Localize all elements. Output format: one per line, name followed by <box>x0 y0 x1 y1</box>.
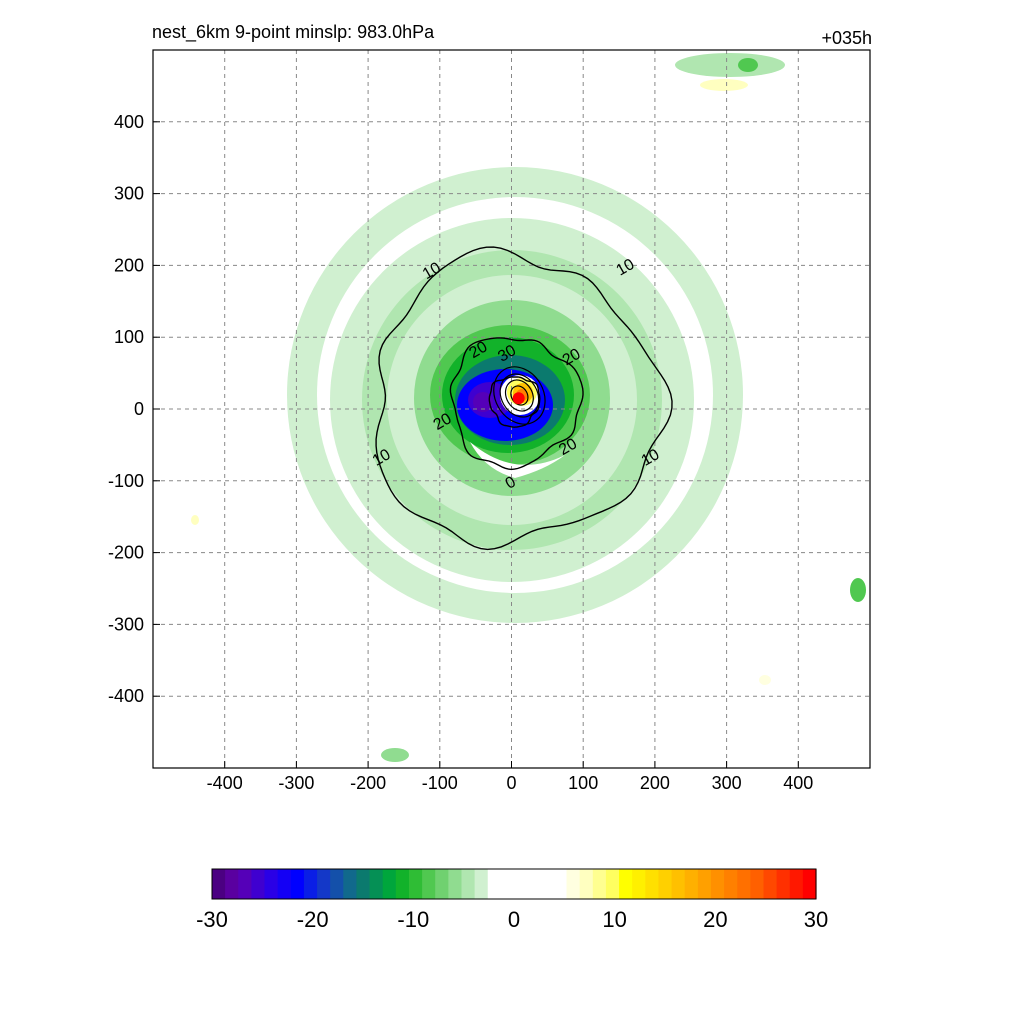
colorbar-swatch <box>566 869 581 899</box>
colorbar-swatch <box>514 869 528 899</box>
colorbar-swatch <box>579 869 594 899</box>
storm-center-marker <box>512 392 525 405</box>
contour-label: 10 <box>614 256 638 280</box>
contour-label: 20 <box>431 410 455 434</box>
colorbar-swatch <box>395 869 410 899</box>
colorbar-swatch <box>619 869 633 899</box>
colorbar-swatch <box>645 869 660 899</box>
colorbar-swatch <box>763 869 778 899</box>
colorbar-tick-label: 30 <box>804 907 828 932</box>
shaded-field <box>191 53 866 762</box>
y-tick-label: -400 <box>108 686 144 706</box>
colorbar-swatch <box>474 869 489 899</box>
chart-title: nest_6km 9-point minslp: 983.0hPa <box>152 22 435 42</box>
colorbar-frame <box>211 868 817 900</box>
contour-label: 10 <box>639 446 663 470</box>
y-tick-label: 400 <box>114 112 144 132</box>
colorbar-swatch <box>632 869 646 899</box>
colorbar-tick-label: 10 <box>602 907 626 932</box>
axes: -400 -300 -200 -100 0 100 200 300 400-400-300-20… <box>108 112 813 793</box>
colorbar-swatch <box>343 869 358 899</box>
colorbar-tick-label: 0 <box>508 907 520 932</box>
contour-line-inner <box>499 373 540 418</box>
colorbar-tick-label: -20 <box>297 907 329 932</box>
x-tick-label: 400 <box>783 773 813 793</box>
y-tick-label: -300 <box>108 614 144 634</box>
x-tick-label: 100 <box>568 773 598 793</box>
contour-label: 20 <box>556 435 580 459</box>
colorbar-swatch <box>658 869 673 899</box>
colorbar-swatch <box>605 869 620 899</box>
storm-center-dot <box>512 392 525 405</box>
colorbar-tick-label: 20 <box>703 907 727 932</box>
colorbar-swatch <box>382 869 397 899</box>
x-tick-label: -400 <box>207 773 243 793</box>
x-tick-label: 300 <box>712 773 742 793</box>
colorbar-swatch <box>710 869 725 899</box>
colorbar-swatch <box>802 869 817 899</box>
contour-line-inner <box>493 366 546 425</box>
colorbar-swatch <box>317 869 331 899</box>
colorbar-swatch <box>776 869 791 899</box>
colorbar-swatch <box>487 869 502 899</box>
y-tick-label: 200 <box>114 255 144 275</box>
contour-label: 10 <box>370 446 394 470</box>
colorbar-swatch <box>500 869 515 899</box>
colorbar-swatch <box>264 869 279 899</box>
colorbar-swatch <box>750 869 765 899</box>
y-tick-label: -200 <box>108 543 144 563</box>
colorbar-swatch <box>356 869 371 899</box>
colorbar-swatch <box>212 869 226 899</box>
colorbar-swatch <box>737 869 751 899</box>
colorbar: -30 -20 -10 0 10 20 30 <box>196 868 828 932</box>
colorbar-swatch <box>527 869 541 899</box>
contour-label: 20 <box>467 338 491 362</box>
colorbar-swatch <box>461 869 476 899</box>
colorbar-swatch <box>277 869 292 899</box>
contour-label: 20 <box>560 346 584 370</box>
x-tick-label: -100 <box>422 773 458 793</box>
colorbar-swatch <box>238 869 252 899</box>
y-tick-label: -100 <box>108 471 144 491</box>
contour-label: 30 <box>495 342 519 366</box>
x-tick-label: 200 <box>640 773 670 793</box>
colorbar-swatch <box>330 869 344 899</box>
y-tick-label: 300 <box>114 184 144 204</box>
colorbar-swatch <box>684 869 699 899</box>
forecast-hour-label: +035h <box>821 28 872 48</box>
colorbar-swatch <box>553 869 568 899</box>
x-tick-label: -200 <box>350 773 386 793</box>
colorbar-swatch <box>303 869 318 899</box>
colorbar-swatch <box>540 869 554 899</box>
colorbar-swatch <box>251 869 266 899</box>
colorbar-tick-label: -10 <box>397 907 429 932</box>
colorbar-swatch <box>422 869 436 899</box>
colorbar-tick-label: -30 <box>196 907 228 932</box>
contour-label: 10 <box>420 259 444 283</box>
colorbar-swatch <box>724 869 738 899</box>
contour-line-inner <box>510 385 529 406</box>
colorbar-swatch <box>290 869 305 899</box>
x-tick-label: -300 <box>278 773 314 793</box>
colorbar-swatch <box>369 869 384 899</box>
colorbar-swatch <box>671 869 686 899</box>
x-tick-label: 0 <box>506 773 516 793</box>
contour-line-inner <box>504 379 534 412</box>
colorbar-swatch <box>592 869 607 899</box>
colorbar-swatch <box>697 869 712 899</box>
colorbar-swatch <box>789 869 804 899</box>
colorbar-swatch <box>435 869 449 899</box>
y-tick-label: 100 <box>114 327 144 347</box>
colorbar-swatch <box>408 869 423 899</box>
contour-line-20 <box>449 337 584 471</box>
y-tick-label: 0 <box>134 399 144 419</box>
contour-line-10 <box>375 246 673 551</box>
colorbar-swatch <box>225 869 239 899</box>
colorbar-swatch <box>448 869 463 899</box>
